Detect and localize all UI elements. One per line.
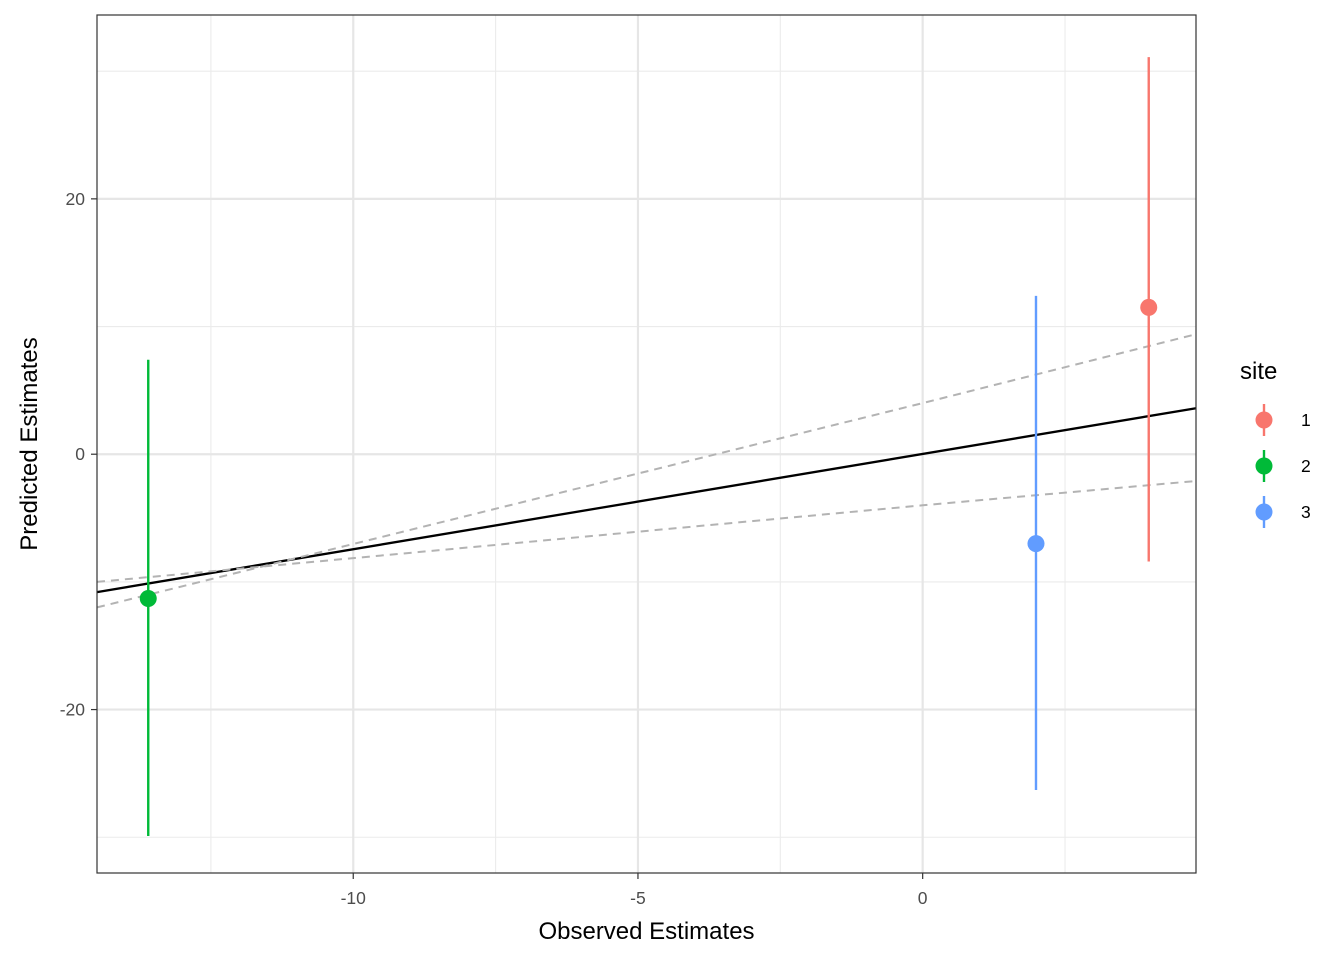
x-axis: -10 -5 0 [341, 873, 928, 908]
legend-label-1: 1 [1301, 410, 1311, 430]
site-2-point [139, 589, 157, 607]
upper-bound-line [96, 333, 1197, 609]
y-axis-title: Predicted Estimates [16, 337, 43, 550]
legend-key-3-point [1255, 503, 1273, 521]
x-tick-label: 0 [918, 888, 928, 908]
panel-border [96, 14, 1197, 874]
y-tick-label: 0 [75, 444, 85, 464]
panel-background [97, 15, 1196, 873]
major-gridlines [97, 15, 1196, 873]
legend-key-2-point [1255, 457, 1273, 475]
y-axis: -20 0 20 [60, 189, 97, 720]
legend-label-2: 2 [1301, 456, 1311, 476]
legend-title: site [1240, 358, 1277, 385]
minor-gridlines [97, 15, 1196, 873]
lower-bound-line [96, 480, 1197, 583]
y-tick-label: 20 [66, 189, 86, 209]
site-3-point [1027, 535, 1045, 553]
legend: site 1 2 3 [1240, 358, 1311, 528]
x-tick-label: -10 [341, 888, 367, 908]
y-tick-label: -20 [60, 700, 86, 720]
x-axis-title: Observed Estimates [538, 918, 754, 945]
legend-key-1-point [1255, 411, 1273, 429]
data-marks [139, 57, 1158, 836]
legend-label-3: 3 [1301, 502, 1311, 522]
site-1-point [1140, 298, 1158, 316]
legend-keys: 1 2 3 [1255, 404, 1311, 528]
x-tick-label: -5 [630, 888, 646, 908]
reference-lines [96, 333, 1197, 609]
plot-panel [96, 14, 1197, 874]
